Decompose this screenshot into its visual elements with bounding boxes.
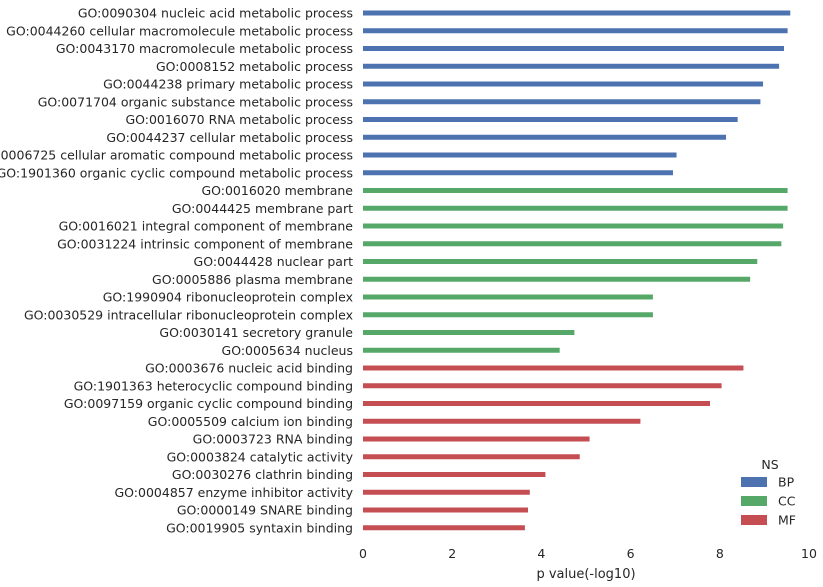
bar-15: [363, 276, 751, 282]
category-label-1: GO:0044260 cellular macromolecule metabo…: [6, 23, 353, 38]
category-label-0: GO:0090304 nucleic acid metabolic proces…: [78, 6, 353, 21]
bar-7: [363, 134, 727, 140]
legend-swatch-bp: [741, 477, 767, 487]
bar-24: [363, 436, 590, 442]
bar-22: [363, 401, 710, 406]
x-tick-5: 10: [801, 546, 817, 561]
category-label-25: GO:0003824 catalytic activity: [167, 449, 354, 464]
x-axis-label: p value(-log10): [536, 567, 635, 582]
category-label-8: GO:0006725 cellular aromatic compound me…: [0, 148, 353, 163]
category-label-10: GO:0016020 membrane: [201, 183, 353, 198]
category-label-14: GO:0044428 nuclear part: [194, 254, 354, 269]
bar-21: [363, 383, 722, 389]
bar-11: [363, 205, 788, 211]
bar-20: [363, 365, 744, 371]
category-label-23: GO:0005509 calcium ion binding: [148, 414, 353, 429]
category-label-26: GO:0030276 clathrin binding: [172, 467, 353, 482]
bar-5: [363, 99, 761, 105]
bar-10: [363, 188, 788, 193]
bar-27: [363, 489, 530, 495]
category-label-13: GO:0031224 intrinsic component of membra…: [57, 236, 353, 251]
category-label-22: GO:0097159 organic cyclic compound bindi…: [64, 396, 353, 411]
legend-label-cc: CC: [778, 494, 796, 509]
bar-18: [363, 330, 575, 335]
bar-17: [363, 312, 653, 318]
category-label-17: GO:0030529 intracellular ribonucleoprote…: [24, 307, 353, 322]
x-tick-0: 0: [359, 546, 367, 561]
category-label-19: GO:0005634 nucleus: [222, 343, 353, 358]
legend-entries: BP CC MF: [741, 475, 796, 528]
bars-group: [363, 10, 791, 531]
category-label-9: GO:1901360 organic cyclic compound metab…: [0, 165, 353, 180]
bar-3: [363, 63, 780, 69]
bar-9: [363, 170, 673, 176]
category-label-6: GO:0016070 RNA metabolic process: [125, 112, 353, 127]
bar-29: [363, 525, 525, 531]
bar-23: [363, 418, 641, 424]
bar-13: [363, 241, 782, 247]
legend-swatch-mf: [741, 515, 767, 525]
x-tick-3: 6: [627, 546, 635, 561]
x-tick-labels: 0 2 4 6 8 10: [359, 546, 817, 561]
bar-0: [363, 10, 791, 16]
bar-8: [363, 152, 677, 158]
category-label-16: GO:1990904 ribonucleoprotein complex: [103, 290, 353, 305]
x-tick-4: 8: [716, 546, 724, 561]
bar-4: [363, 81, 764, 87]
bar-28: [363, 507, 529, 513]
category-label-29: GO:0019905 syntaxin binding: [166, 520, 353, 535]
category-label-15: GO:0005886 plasma membrane: [152, 272, 353, 287]
category-label-4: GO:0044238 primary metabolic process: [103, 77, 353, 92]
bar-2: [363, 46, 785, 51]
legend-label-mf: MF: [778, 513, 796, 528]
bar-14: [363, 259, 758, 264]
legend-label-bp: BP: [778, 475, 795, 490]
bar-16: [363, 294, 653, 300]
category-label-11: GO:0044425 membrane part: [172, 201, 353, 216]
bar-12: [363, 223, 784, 229]
category-label-18: GO:0030141 secretory granule: [159, 325, 353, 340]
category-label-3: GO:0008152 metabolic process: [156, 59, 353, 74]
legend-title: NS: [761, 457, 778, 472]
category-label-21: GO:1901363 heterocyclic compound binding: [74, 378, 353, 393]
category-label-24: GO:0003723 RNA binding: [193, 432, 353, 447]
category-labels: GO:0090304 nucleic acid metabolic proces…: [0, 6, 354, 536]
category-label-2: GO:0043170 macromolecule metabolic proce…: [56, 41, 353, 56]
bar-6: [363, 117, 738, 122]
bar-19: [363, 347, 560, 353]
category-label-20: GO:0003676 nucleic acid binding: [145, 361, 353, 376]
legend-swatch-cc: [741, 496, 767, 506]
legend: NS BP CC MF: [741, 457, 796, 528]
bar-26: [363, 472, 546, 477]
category-label-28: GO:0000149 SNARE binding: [177, 503, 353, 518]
category-label-12: GO:0016021 integral component of membran…: [59, 219, 354, 234]
x-tick-2: 4: [537, 546, 545, 561]
bar-1: [363, 28, 788, 34]
bar-25: [363, 454, 580, 460]
category-label-27: GO:0004857 enzyme inhibitor activity: [114, 485, 353, 500]
x-tick-1: 2: [448, 546, 456, 561]
category-label-5: GO:0071704 organic substance metabolic p…: [38, 94, 353, 109]
category-label-7: GO:0044237 cellular metabolic process: [106, 130, 353, 145]
